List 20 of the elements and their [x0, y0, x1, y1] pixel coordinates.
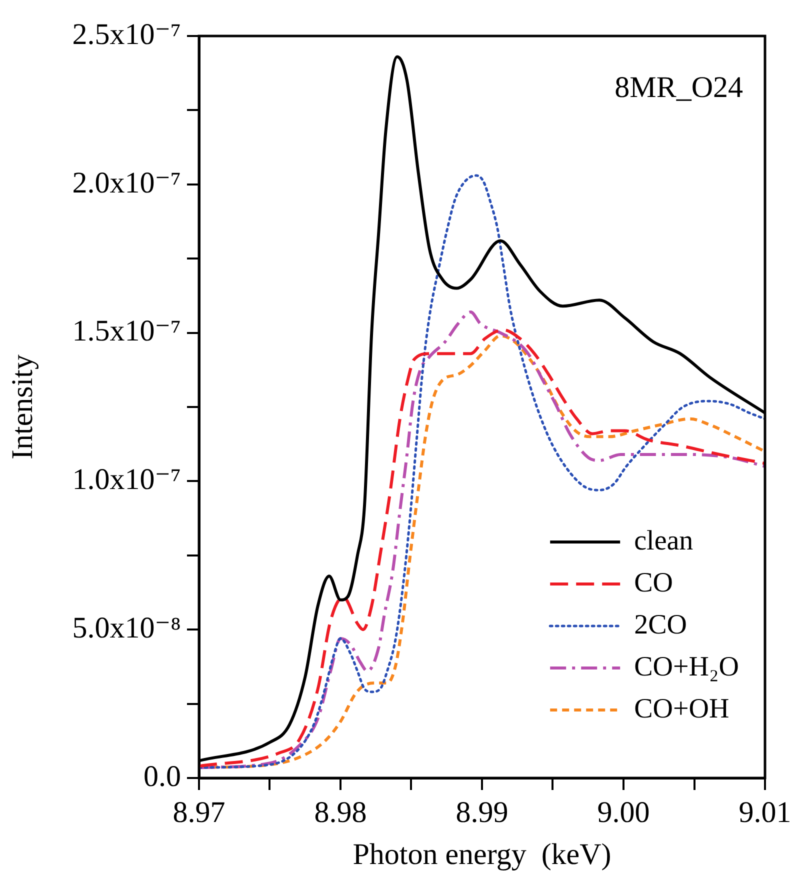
x-tick-label: 9.01 [738, 796, 792, 829]
y-tick-label: 0.0 [144, 760, 181, 793]
x-tick-label: 9.00 [597, 796, 650, 829]
y-tick-label: 5.0x10⁻⁸ [72, 611, 181, 644]
legend-label: CO [634, 567, 674, 598]
y-axis-title: Intensity [6, 354, 39, 460]
legend-label: CO+OH [634, 693, 730, 724]
legend-label: clean [634, 525, 694, 556]
x-tick-label: 8.99 [456, 796, 508, 829]
line-series [199, 174, 765, 769]
legend-label: 2CO [634, 609, 688, 640]
legend-label: CO+H₂O [634, 651, 739, 682]
y-tick-label: 2.5x10⁻⁷ [72, 18, 181, 51]
y-tick-label: 1.0x10⁻⁷ [72, 463, 181, 496]
x-tick-label: 8.97 [172, 796, 226, 829]
x-tick-label: 8.98 [314, 796, 367, 829]
y-tick-label: 2.0x10⁻⁷ [72, 166, 181, 200]
annotation: 8MR_O24 [614, 70, 743, 104]
y-tick-label: 1.5x10⁻⁷ [72, 314, 181, 348]
x-axis-title: Photon energy (keV) [352, 838, 612, 871]
